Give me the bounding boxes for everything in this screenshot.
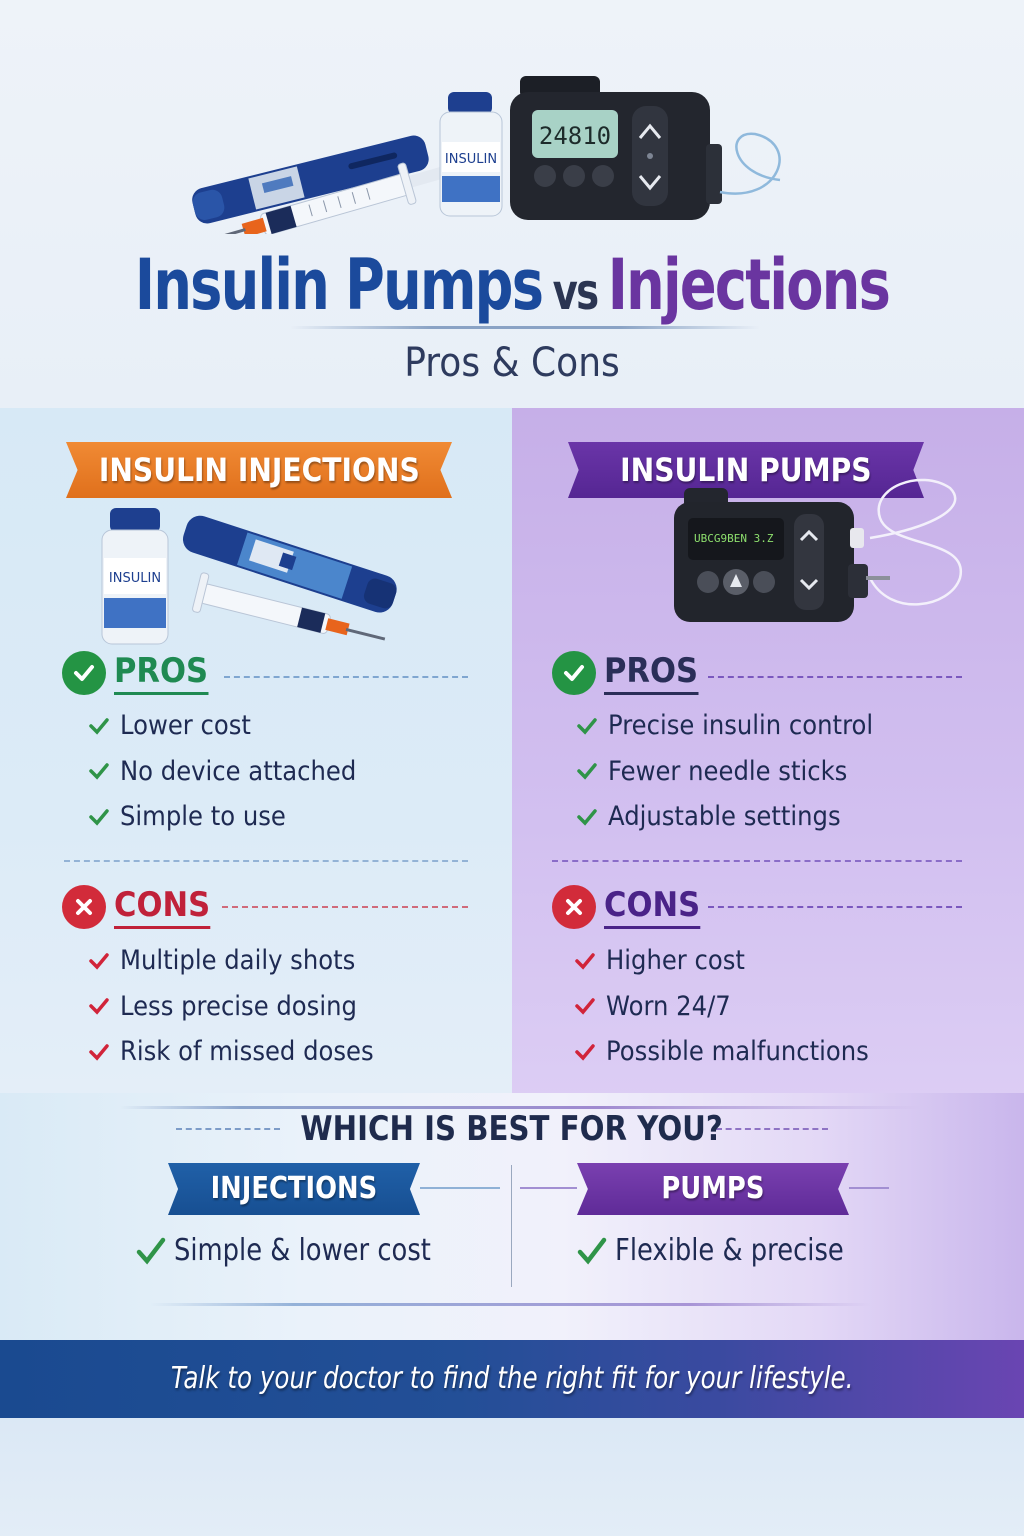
pumps-cons-header: CONS — [552, 882, 711, 932]
title-underline — [290, 326, 760, 329]
divider — [849, 1187, 889, 1189]
which-is-best-title: WHICH IS BEST FOR YOU? — [300, 1109, 724, 1149]
check-icon — [577, 763, 597, 780]
list-item: Fewer needle sticks — [576, 749, 903, 795]
injections-cons-list: Multiple daily shots Less precise dosing… — [88, 938, 402, 1075]
check-icon — [89, 763, 109, 780]
injections-ribbon: INSULIN INJECTIONS — [66, 442, 452, 498]
svg-text:INSULIN: INSULIN — [445, 152, 497, 167]
list-item: Multiple daily shots — [88, 938, 402, 984]
list-item: Less precise dosing — [88, 984, 402, 1030]
pumps-cons-list: Higher cost Worn 24/7 Possible malfuncti… — [574, 938, 898, 1075]
insulin-pump-icon: UBCG9BEN 3.Z — [674, 478, 963, 622]
list-item: Risk of missed doses — [88, 1029, 402, 1075]
divider — [120, 1106, 920, 1109]
check-icon — [577, 1237, 607, 1265]
which-is-best-section: WHICH IS BEST FOR YOU? INJECTIONS PUMPS … — [0, 1093, 1024, 1340]
divider — [520, 1187, 577, 1189]
injections-pros-list: Lower cost No device attached Simple to … — [88, 703, 383, 840]
cons-label: CONS — [604, 885, 701, 929]
check-circle-icon — [552, 651, 596, 695]
insulin-pen-icon — [182, 515, 397, 613]
check-icon — [89, 809, 109, 826]
divider — [552, 860, 962, 862]
footer-message: Talk to your doctor to find the right fi… — [170, 1361, 854, 1396]
check-icon — [136, 1237, 166, 1265]
svg-text:UBCG9BEN 3.Z: UBCG9BEN 3.Z — [694, 532, 774, 545]
page-subtitle: Pros & Cons — [404, 340, 620, 386]
pumps-panel: INSULIN PUMPS UBCG9BEN 3.Z PROS — [512, 408, 1024, 1098]
pros-label: PROS — [114, 651, 209, 695]
divider — [176, 1128, 280, 1130]
list-item: Worn 24/7 — [574, 984, 898, 1030]
list-item: Adjustable settings — [576, 794, 903, 840]
title-vs: vs — [552, 263, 600, 321]
list-item: Lower cost — [88, 703, 383, 749]
bottom-background — [0, 1418, 1024, 1536]
header: INSULIN 24810 Insulin Pumps vs Injections … — [0, 0, 1024, 408]
divider — [708, 906, 962, 908]
red-check-icon — [575, 998, 595, 1015]
check-icon — [577, 718, 597, 735]
divider — [150, 1303, 870, 1306]
syringe-icon — [192, 572, 386, 641]
footer-banner: Talk to your doctor to find the right fi… — [0, 1340, 1024, 1418]
check-icon — [577, 809, 597, 826]
svg-text:INSULIN: INSULIN — [109, 571, 161, 586]
insulin-pump-icon: 24810 — [510, 76, 781, 220]
list-item: No device attached — [88, 749, 383, 795]
red-check-icon — [575, 953, 595, 970]
red-check-icon — [89, 998, 109, 1015]
page-title: Insulin Pumps vs Injections — [72, 240, 953, 337]
cons-label: CONS — [114, 885, 211, 929]
list-item: Precise insulin control — [576, 703, 903, 749]
list-item: Possible malfunctions — [574, 1029, 898, 1075]
pumps-ribbon: INSULIN PUMPS — [568, 442, 924, 498]
hero-illustration: INSULIN 24810 — [192, 76, 781, 234]
divider — [64, 860, 468, 862]
title-pumps: Insulin Pumps — [134, 244, 544, 326]
pumps-summary: Flexible & precise — [577, 1233, 881, 1268]
list-item: Higher cost — [574, 938, 898, 984]
pumps-pros-header: PROS — [552, 648, 709, 698]
injections-summary-ribbon: INJECTIONS — [168, 1163, 420, 1215]
red-check-icon — [575, 1044, 595, 1061]
pumps-summary-ribbon: PUMPS — [577, 1163, 849, 1215]
divider — [420, 1187, 500, 1189]
svg-text:24810: 24810 — [539, 122, 611, 150]
divider — [222, 906, 468, 908]
divider — [224, 676, 468, 678]
title-injections: Injections — [607, 244, 891, 326]
check-circle-icon — [62, 651, 106, 695]
insulin-vial-icon: INSULIN — [101, 508, 169, 645]
injections-cons-header: CONS — [62, 882, 221, 932]
syringe-icon — [204, 162, 447, 234]
x-circle-icon — [62, 885, 106, 929]
check-icon — [89, 718, 109, 735]
injections-summary: Simple & lower cost — [136, 1233, 473, 1268]
injections-pros-header: PROS — [62, 648, 219, 698]
red-check-icon — [89, 953, 109, 970]
divider — [716, 1128, 828, 1130]
pumps-pros-list: Precise insulin control Fewer needle sti… — [576, 703, 903, 840]
insulin-vial-icon: INSULIN — [439, 92, 503, 217]
divider — [708, 676, 962, 678]
pros-label: PROS — [604, 651, 699, 695]
pumps-illustration: UBCG9BEN 3.Z — [674, 478, 963, 622]
column-divider — [511, 1165, 512, 1287]
insulin-pen-icon — [192, 135, 429, 224]
injections-illustration: INSULIN — [101, 508, 397, 645]
x-circle-icon — [552, 885, 596, 929]
injections-panel: INSULIN INJECTIONS INSULIN PROS — [0, 408, 512, 1098]
list-item: Simple to use — [88, 794, 383, 840]
red-check-icon — [89, 1044, 109, 1061]
